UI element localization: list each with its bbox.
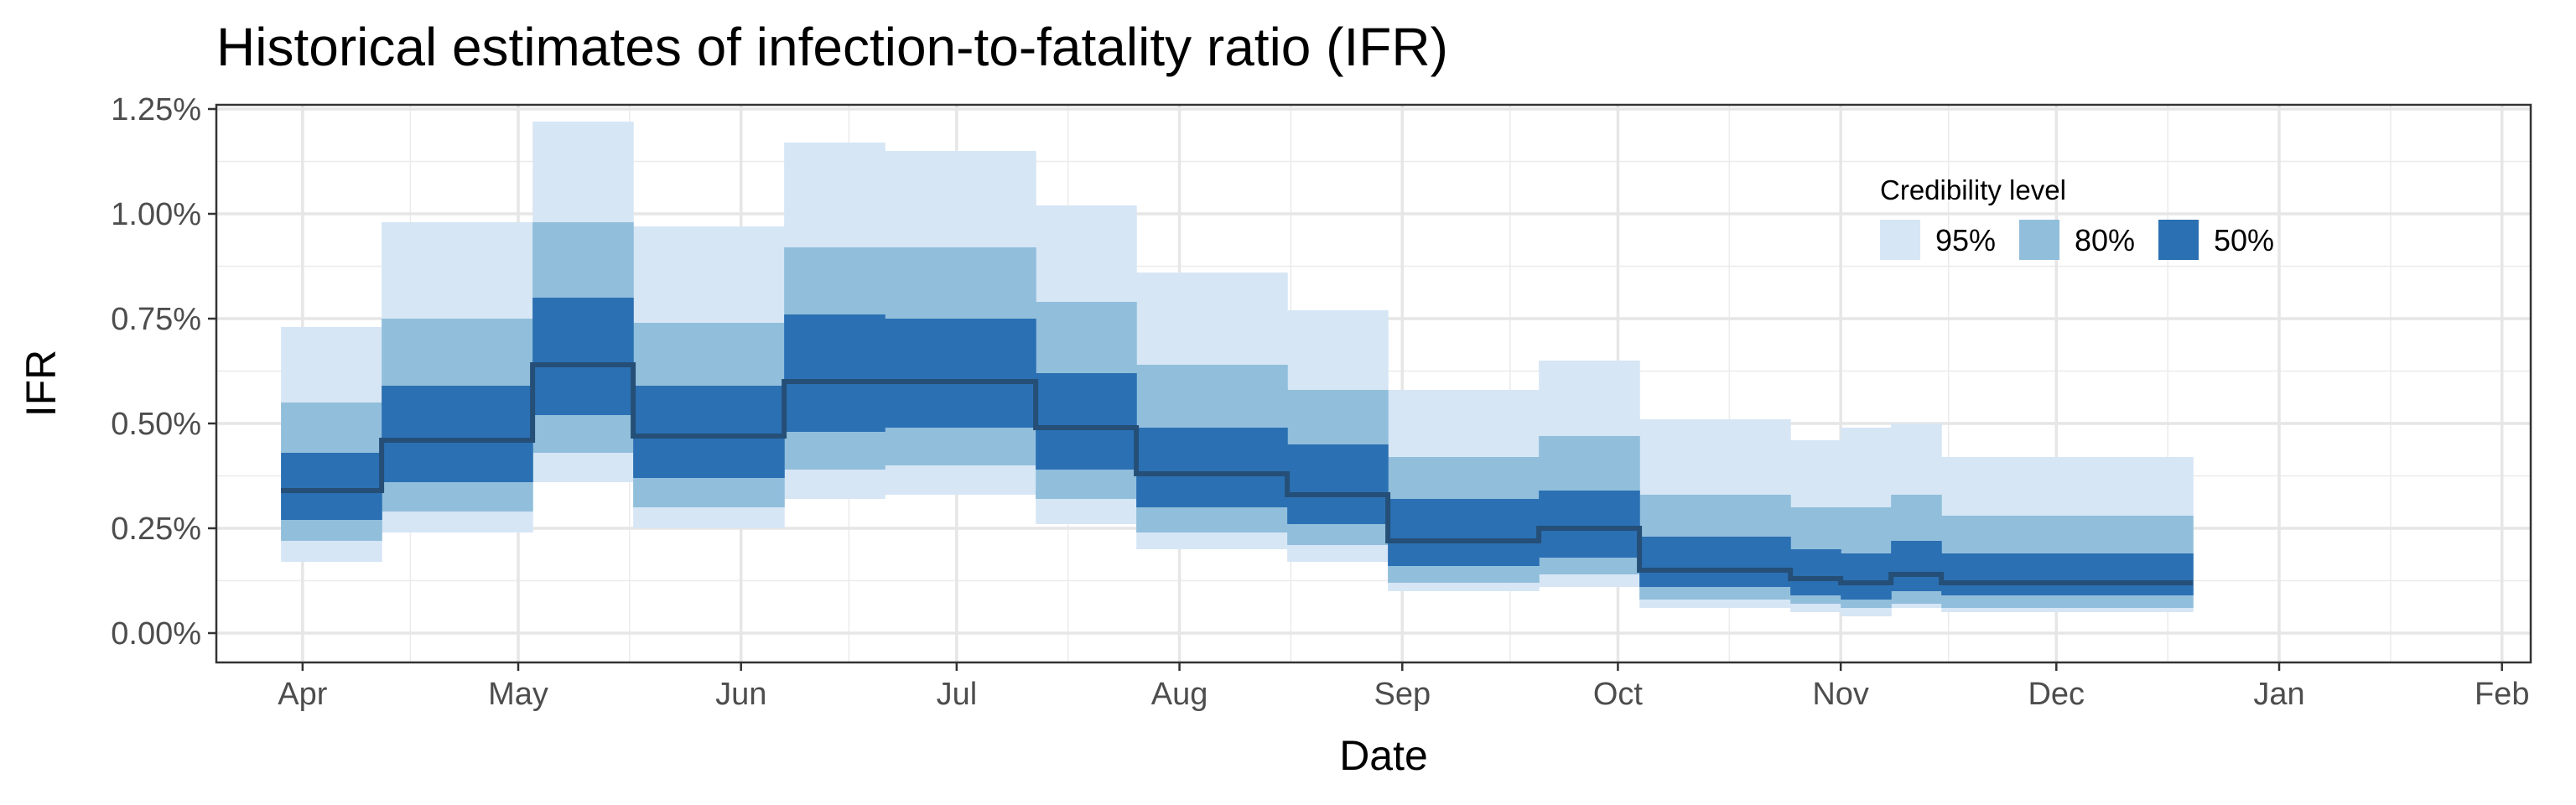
band-50-segment: [1388, 499, 1540, 566]
legend-key-95: [1880, 220, 1920, 260]
x-tick-label: Apr: [278, 677, 327, 712]
band-50-segment: [1287, 444, 1389, 524]
band-50-segment: [532, 298, 634, 415]
x-tick-label: Jan: [2253, 677, 2304, 712]
y-tick-label: 0.00%: [111, 616, 201, 652]
x-axis-title: Date: [1339, 732, 1428, 779]
y-tick-label: 1.25%: [111, 92, 201, 127]
y-tick-label: 0.75%: [111, 302, 201, 337]
band-50-segment: [1941, 553, 2194, 595]
x-tick-label: Feb: [2475, 677, 2529, 712]
y-tick-label: 0.50%: [111, 407, 201, 442]
band-50-segment: [1036, 373, 1137, 470]
legend-label-80: 80%: [2075, 223, 2135, 257]
band-50-segment: [1639, 537, 1791, 587]
x-axis-ticks: Apr May Jun Jul Aug Sep Oct Nov Dec Jan Feb: [278, 662, 2529, 712]
x-tick-label: Jun: [715, 677, 766, 712]
band-50-segment: [1790, 549, 1841, 595]
y-axis-ticks: 0.00% 0.25% 0.50% 0.75% 1.00% 1.25%: [111, 92, 216, 652]
legend-label-95: 95%: [1935, 223, 1996, 257]
plot-panel-border: [215, 103, 2532, 664]
legend-key-50: [2158, 220, 2199, 260]
x-tick-label: Aug: [1151, 677, 1208, 712]
median-line: [281, 362, 2194, 585]
legend-key-80: [2019, 220, 2059, 260]
band-50-segment: [784, 314, 886, 432]
y-tick-label: 0.25%: [111, 512, 201, 547]
x-tick-label: Dec: [2028, 677, 2085, 712]
band-50-segment: [1136, 428, 1288, 507]
band-50-segment: [1539, 491, 1640, 558]
x-tick-label: Nov: [1812, 677, 1869, 712]
band-50-segment: [633, 386, 785, 478]
legend-title: Credibility level: [1880, 174, 2066, 205]
band-50-segment: [1891, 541, 1942, 591]
band-50-segment: [382, 386, 533, 482]
x-tick-label: Oct: [1593, 677, 1644, 712]
x-tick-label: Jul: [937, 677, 978, 712]
y-tick-label: 1.00%: [111, 197, 201, 232]
chart-title: Historical estimates of infection-to-fat…: [216, 17, 1448, 77]
band-50-segment: [1841, 553, 1892, 600]
x-tick-label: Sep: [1374, 677, 1431, 712]
band-50-segment: [281, 453, 382, 520]
legend-label-50: 50%: [2214, 223, 2274, 257]
bands-50-percent: [281, 298, 2194, 600]
legend: Credibility level 95% 80% 50%: [1880, 174, 2274, 260]
band-50-segment: [885, 319, 1036, 428]
y-axis-title: IFR: [18, 350, 65, 418]
x-tick-label: May: [488, 677, 548, 712]
